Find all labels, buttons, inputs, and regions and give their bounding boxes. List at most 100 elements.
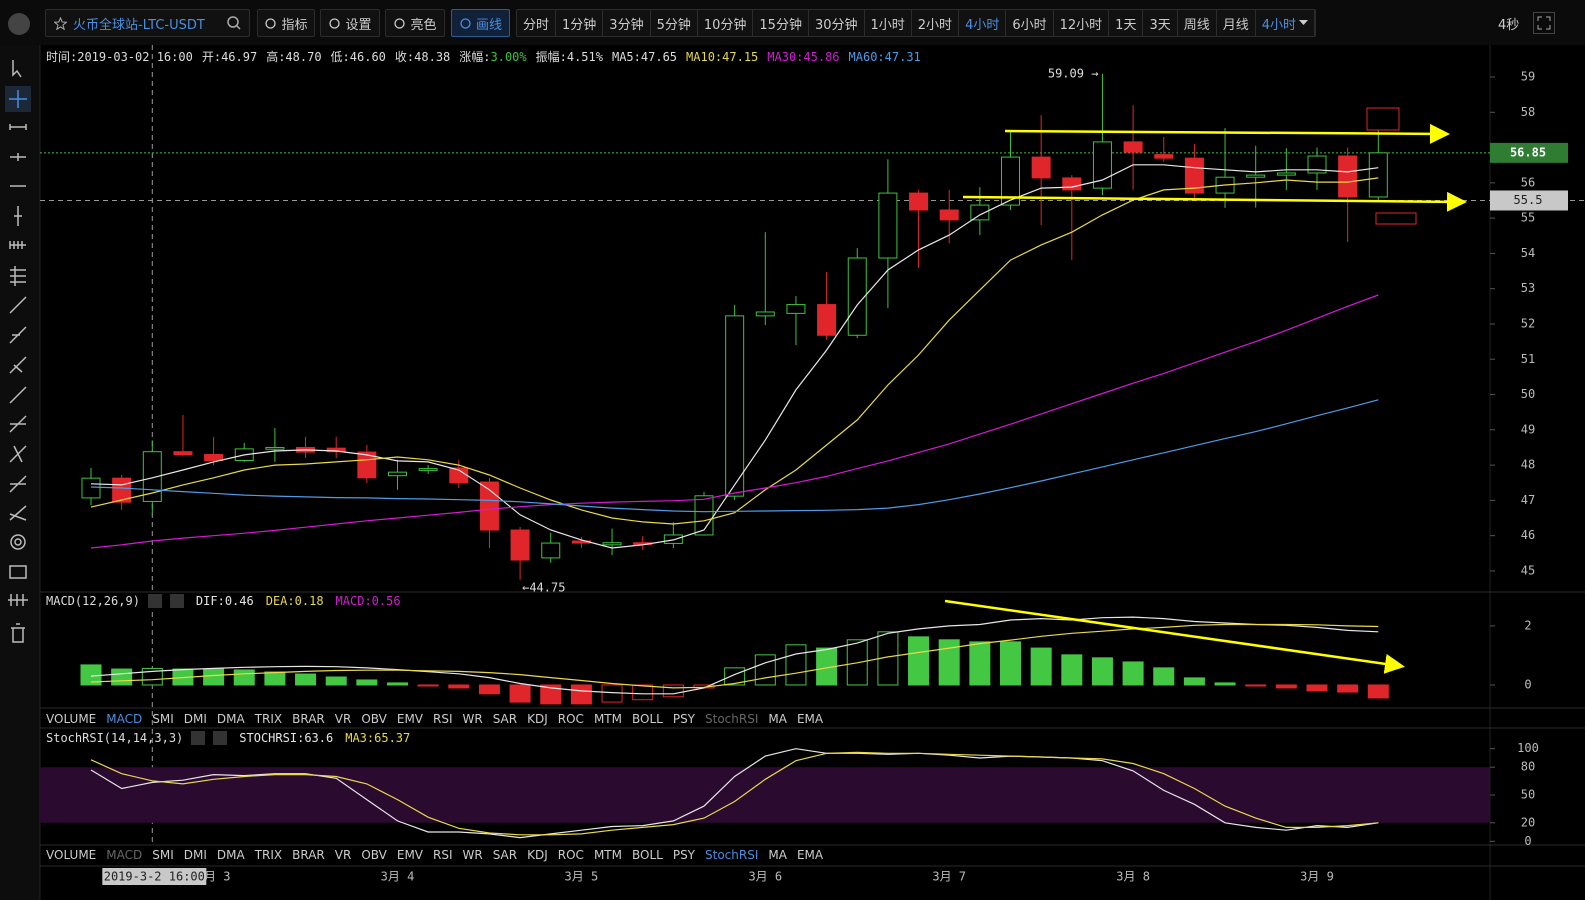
interval-button[interactable]: 1天 [1109, 10, 1144, 36]
indicator-tab[interactable]: BOLL [631, 712, 663, 726]
info-value: 48.70 [285, 50, 322, 64]
macd-bar [1061, 654, 1083, 686]
indicator-tab[interactable]: TRIX [254, 712, 283, 726]
interval-button[interactable]: 12小时 [1054, 10, 1110, 36]
indicator-tab[interactable]: ROC [557, 848, 584, 862]
close-icon[interactable] [213, 731, 228, 745]
indicator-tab[interactable]: StochRSI [705, 848, 759, 862]
settings-icon[interactable] [147, 594, 162, 608]
fullscreen-icon[interactable] [1533, 12, 1555, 34]
indicator-tab[interactable]: SAR [492, 712, 518, 726]
indicator-line [90, 164, 1379, 549]
interval-button[interactable]: 3分钟 [603, 10, 651, 36]
indicator-tab[interactable]: VOLUME [46, 848, 97, 862]
interval-button[interactable]: 10分钟 [698, 10, 754, 36]
indicator-tab[interactable]: VR [334, 848, 352, 862]
indicator-tab[interactable]: RSI [433, 712, 453, 726]
indicator-tab[interactable]: EMV [396, 848, 424, 862]
indicator-tab[interactable]: VOLUME [46, 712, 97, 726]
indicator-tab[interactable]: PSY [672, 712, 696, 726]
indicator-tab[interactable]: BRAR [292, 848, 325, 862]
interval-button[interactable]: 分时 [517, 10, 557, 36]
readout-value: 0.18 [294, 594, 324, 608]
indicator-tab[interactable]: ROC [557, 712, 584, 726]
indicator-tab[interactable]: RSI [433, 848, 453, 862]
tool-icons [5, 60, 31, 643]
refresh-timer[interactable]: 4秒 [1498, 18, 1520, 33]
indicator-tab[interactable]: EMV [396, 712, 424, 726]
indicator-tab[interactable]: DMI [183, 848, 207, 862]
indicator-title-row: MACD(12,26,9) DIF:0.46 DEA:0.18 MACD:0.56 [46, 594, 401, 608]
toolbar-button[interactable]: 指标 [257, 9, 315, 37]
indicator-tab[interactable]: BOLL [631, 848, 663, 862]
indicator-readout: STOCHRSI:63.6 [239, 731, 333, 745]
close-icon[interactable] [169, 594, 184, 608]
interval-button[interactable]: 月线 [1217, 10, 1256, 36]
candle-body [388, 471, 407, 477]
indicator-tab[interactable]: DMA [216, 712, 245, 726]
indicator-tab[interactable]: BRAR [292, 712, 325, 726]
interval-button[interactable]: 4小时 [1256, 10, 1316, 36]
indicator-tab[interactable]: PSY [672, 848, 696, 862]
toolbar-button[interactable]: 亮色 [385, 9, 445, 37]
candle-body [418, 468, 438, 471]
candle-body [663, 534, 683, 544]
indicator-tab[interactable]: OBV [361, 712, 387, 726]
indicator-tab[interactable]: MACD [106, 848, 143, 862]
settings-icon[interactable] [191, 731, 206, 745]
indicator-tab[interactable]: KDJ [527, 848, 548, 862]
indicator-tab[interactable]: VR [334, 712, 352, 726]
interval-button[interactable]: 6小时 [1006, 10, 1054, 36]
info-label: MA5: [611, 50, 641, 64]
symbol-search[interactable]: 火币全球站-LTC-USDT [45, 9, 250, 37]
y-tick-label: 100 [1517, 741, 1539, 755]
indicator-tab[interactable]: KDJ [527, 712, 548, 726]
indicator-readout: MA3:65.37 [345, 731, 410, 745]
indicator-tab[interactable]: TRIX [254, 848, 283, 862]
indicator-tab[interactable]: StochRSI [705, 712, 759, 726]
toolbar-button[interactable]: 设置 [320, 9, 380, 37]
info-item: 低:46.60 [331, 50, 386, 64]
indicator-tab[interactable]: DMA [216, 848, 245, 862]
readout-value: 0.56 [371, 594, 401, 608]
interval-button[interactable]: 周线 [1178, 10, 1217, 36]
indicator-tab[interactable]: MACD [106, 712, 143, 726]
info-item: 收:48.38 [395, 50, 450, 64]
indicator-tab[interactable]: EMA [796, 712, 824, 726]
indicator-tab[interactable]: SMI [152, 848, 174, 862]
indicator-tab[interactable]: MTM [593, 848, 622, 862]
indicator-readout: DIF:0.46 [196, 594, 254, 608]
interval-button[interactable]: 3天 [1143, 10, 1178, 36]
indicator-tab[interactable]: DMI [183, 712, 207, 726]
interval-button[interactable]: 1小时 [865, 10, 912, 36]
y-tick-label: 47 [1521, 493, 1535, 507]
indicator-tab[interactable]: OBV [361, 848, 387, 862]
indicator-tab[interactable]: EMA [796, 848, 824, 862]
y-tick-label: 45 [1521, 563, 1535, 577]
interval-button[interactable]: 2小时 [912, 10, 960, 36]
macd-bar [1306, 684, 1328, 692]
y-tick-label: 80 [1521, 760, 1535, 774]
readout-label: DEA: [265, 594, 295, 608]
indicator-title-row: StochRSI(14,14,3,3) STOCHRSI:63.6 MA3:65.3… [46, 731, 410, 745]
info-label: 低: [330, 50, 350, 64]
indicator-tab[interactable]: MTM [593, 712, 622, 726]
info-label: MA30: [767, 50, 804, 64]
candle-body [939, 209, 959, 221]
indicator-tab[interactable]: WR [462, 848, 483, 862]
info-value: 46.97 [221, 50, 258, 64]
toolbar-button[interactable]: 画线 [451, 9, 510, 37]
interval-button[interactable]: 1分钟 [556, 10, 604, 36]
indicator-line [90, 748, 1379, 839]
interval-button[interactable]: 4小时 [959, 10, 1007, 36]
macd-bar [785, 644, 807, 686]
interval-button[interactable]: 30分钟 [809, 10, 865, 36]
indicator-tab[interactable]: SAR [492, 848, 518, 862]
candle-body [510, 529, 530, 561]
indicator-tab[interactable]: WR [462, 712, 483, 726]
interval-button[interactable]: 5分钟 [651, 10, 698, 36]
interval-button[interactable]: 15分钟 [753, 10, 809, 36]
indicator-tab[interactable]: MA [768, 848, 787, 862]
indicator-tab[interactable]: SMI [152, 712, 174, 726]
indicator-tab[interactable]: MA [768, 712, 787, 726]
